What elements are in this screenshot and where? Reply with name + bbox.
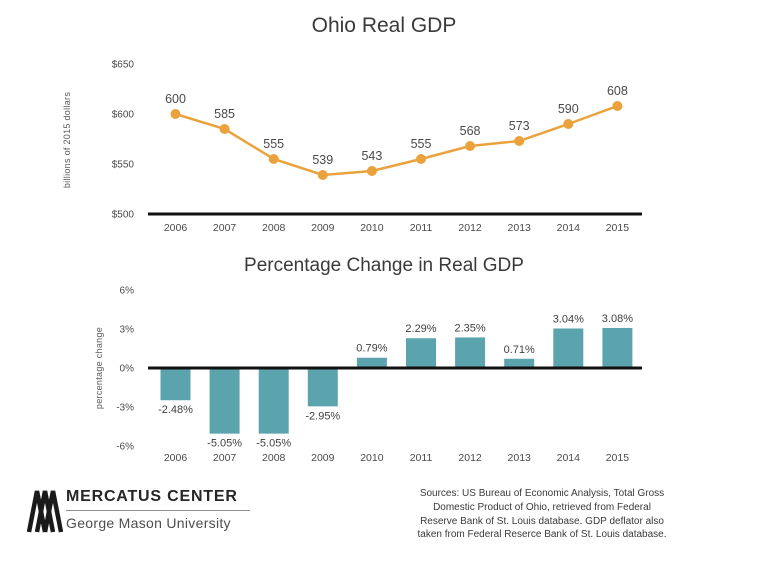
x-tick-label: 2012 bbox=[458, 452, 482, 464]
line-marker bbox=[563, 119, 574, 129]
line-chart-title: Ohio Real GDP bbox=[311, 14, 457, 37]
line-chart: $500 $550 $600 $650 billions of 2015 dollars… bbox=[62, 60, 642, 234]
bar-value-label: 0.79% bbox=[356, 343, 387, 355]
line-marker bbox=[612, 101, 623, 111]
y-tick-label: $500 bbox=[112, 210, 135, 221]
bar-chart-title: Percentage Change in Real GDP bbox=[244, 255, 524, 276]
value-label: 573 bbox=[509, 119, 530, 133]
bar-value-label: 2.29% bbox=[405, 323, 436, 335]
y-tick-label: -6% bbox=[116, 442, 134, 453]
bar-value-label: 2.35% bbox=[454, 322, 485, 334]
y-tick-label: 3% bbox=[120, 325, 135, 336]
y-axis-title: billions of 2015 dollars bbox=[62, 92, 72, 188]
x-tick-label: 2009 bbox=[311, 452, 335, 464]
x-tick-label: 2013 bbox=[508, 452, 532, 464]
sources-line: Reserve Bank of St. Louis database. GDP … bbox=[420, 515, 664, 527]
bar-value-label: 0.71% bbox=[504, 344, 535, 356]
value-label: 568 bbox=[460, 124, 481, 138]
y-tick-label: $550 bbox=[112, 160, 135, 171]
bar bbox=[455, 337, 486, 368]
bar-value-label: -2.95% bbox=[305, 410, 340, 422]
line-marker bbox=[366, 166, 377, 176]
y-tick-label: $600 bbox=[112, 110, 135, 121]
x-tick-label: 2011 bbox=[410, 452, 433, 464]
x-tick-label: 2006 bbox=[164, 222, 188, 234]
bar-chart: -6% -3% 0% 3% 6% percentage change -2.48% -5.05… bbox=[94, 286, 642, 464]
value-label: 585 bbox=[214, 107, 235, 121]
x-tick-label: 2006 bbox=[164, 452, 188, 464]
bar-value-label: -5.05% bbox=[256, 438, 291, 450]
x-tick-label: 2011 bbox=[410, 222, 433, 234]
x-tick-label: 2010 bbox=[360, 452, 384, 464]
line-marker bbox=[170, 109, 181, 119]
sources-line: taken from Federal Reserce Bank of St. L… bbox=[417, 529, 667, 541]
x-tick-label: 2010 bbox=[360, 222, 384, 234]
brand-subtitle: George Mason University bbox=[66, 515, 231, 531]
x-tick-label: 2007 bbox=[213, 452, 237, 464]
sources-note: Sources: US Bureau of Economic Analysis,… bbox=[352, 487, 732, 542]
line-marker bbox=[514, 136, 525, 146]
bar bbox=[504, 358, 535, 368]
value-label: 555 bbox=[263, 137, 284, 151]
bar-value-label: 3.08% bbox=[602, 313, 633, 325]
brand-divider bbox=[66, 510, 250, 511]
x-tick-label: 2015 bbox=[606, 452, 630, 464]
sources-line: Domestic Product of Ohio, retrieved from… bbox=[433, 501, 651, 513]
line-marker bbox=[268, 154, 279, 164]
line-marker bbox=[465, 141, 476, 151]
bar bbox=[406, 338, 436, 368]
bar-value-label: 3.04% bbox=[553, 313, 584, 325]
sources-line: Sources: US Bureau of Economic Analysis,… bbox=[419, 488, 665, 499]
bar-value-label: -2.48% bbox=[158, 404, 193, 416]
value-label: 590 bbox=[558, 102, 579, 116]
y-tick-label: $650 bbox=[112, 60, 135, 71]
bar bbox=[553, 328, 584, 368]
value-label: 608 bbox=[607, 84, 628, 98]
line-marker bbox=[317, 170, 328, 180]
bar bbox=[602, 327, 633, 368]
y-tick-label: -3% bbox=[116, 403, 134, 414]
mercatus-logo-icon bbox=[26, 490, 64, 533]
brand-block: MERCATUS CENTER George Mason University bbox=[66, 488, 250, 531]
x-tick-label: 2014 bbox=[557, 222, 581, 234]
y-tick-label: 6% bbox=[120, 286, 135, 297]
bar bbox=[307, 368, 338, 407]
bar bbox=[356, 357, 387, 368]
x-tick-label: 2008 bbox=[262, 452, 286, 464]
y-tick-label: 0% bbox=[120, 364, 135, 375]
value-label: 543 bbox=[361, 149, 382, 163]
bar bbox=[209, 368, 240, 434]
x-tick-label: 2007 bbox=[213, 222, 237, 234]
line-marker bbox=[219, 124, 230, 134]
value-label: 555 bbox=[411, 137, 432, 151]
x-tick-label: 2014 bbox=[557, 452, 581, 464]
x-tick-label: 2015 bbox=[606, 222, 630, 234]
bar bbox=[160, 368, 191, 401]
y-axis-title: percentage change bbox=[94, 327, 104, 409]
bar-value-label: -5.05% bbox=[207, 438, 242, 450]
brand-title: MERCATUS CENTER bbox=[66, 488, 238, 505]
line-marker bbox=[416, 154, 426, 164]
value-label: 600 bbox=[165, 92, 186, 106]
x-tick-label: 2012 bbox=[458, 222, 482, 234]
x-tick-label: 2008 bbox=[262, 222, 286, 234]
x-tick-label: 2013 bbox=[508, 222, 532, 234]
gdp-line bbox=[175, 104, 618, 177]
bar bbox=[258, 368, 289, 434]
x-tick-label: 2009 bbox=[311, 222, 335, 234]
value-label: 539 bbox=[312, 153, 333, 167]
